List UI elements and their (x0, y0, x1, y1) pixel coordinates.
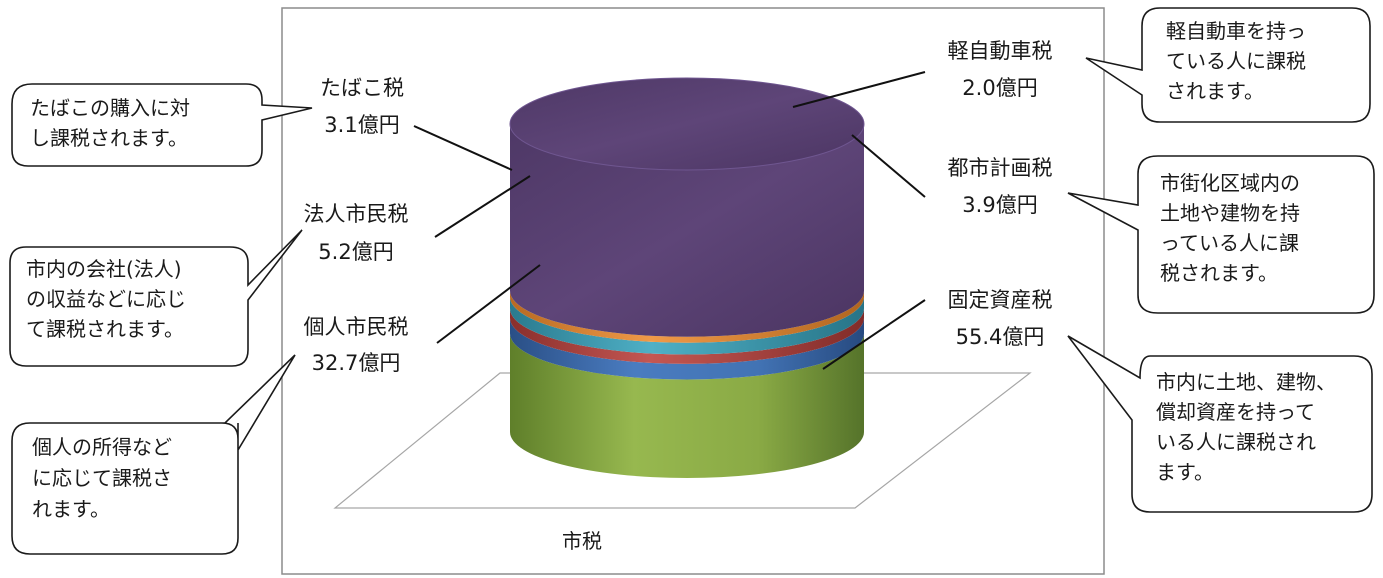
callout-text-fixed-asset: 市内に土地、建物、 償却資産を持って いる人に課税され ます。 (1156, 370, 1342, 484)
data-label-light-vehicle: 2.0億円 (962, 76, 1037, 100)
data-label-fixed-asset: 55.4億円 (956, 325, 1045, 349)
cylinder-segment-city-planning (510, 296, 864, 355)
leader-line-corporate (434, 175, 531, 238)
series-name-fixed-asset: 固定資産税 (948, 288, 1053, 312)
callout-text-tobacco: たばこの購入に対 し課税されます。 (30, 96, 196, 150)
callout-text-individual: 個人の所得など に応じて課税さ れます。 (32, 435, 178, 521)
callouts (9, 7, 1375, 555)
leader-line-tobacco (413, 125, 513, 171)
cylinder-top-lid (509, 77, 865, 171)
series-name-light-vehicle: 軽自動車税 (948, 39, 1053, 63)
leader-line-city-planning (851, 134, 926, 198)
stacked-cylinder (509, 77, 865, 478)
callout-bubble-light-vehicle (1085, 7, 1371, 123)
data-label-individual: 32.7億円 (312, 351, 401, 375)
callout-bubble-city-planning (1067, 155, 1375, 314)
callout-text-city-planning: 市街化区域内の 土地や建物を持 っている人に課 税されます。 (1160, 171, 1306, 285)
callout-bubble-corporate (9, 229, 303, 367)
cylinder-segment-individual (510, 333, 864, 478)
cylinder-segment-fixed-asset (510, 124, 864, 337)
data-label-tobacco: 3.1億円 (324, 113, 399, 137)
series-name-corporate: 法人市民税 (304, 202, 409, 226)
cylinder-segment-tobacco (510, 308, 864, 364)
leader-line-light-vehicle (792, 71, 926, 108)
data-label-city-planning: 3.9億円 (962, 193, 1037, 217)
series-name-city-planning: 都市計画税 (948, 156, 1053, 180)
callout-text-light-vehicle: 軽自動車を持っ ている人に課税 されます。 (1166, 19, 1312, 103)
series-name-individual: 個人市民税 (304, 315, 409, 339)
leader-line-individual (436, 264, 541, 344)
callout-text-corporate: 市内の会社(法人) の収益などに応じ て課税されます。 (26, 257, 192, 341)
series-name-tobacco: たばこ税 (320, 76, 404, 100)
callout-bubble-fixed-asset (1067, 335, 1373, 513)
cylinder-segment-corporate (510, 317, 864, 380)
callout-bubble-individual (11, 354, 296, 555)
data-label-corporate: 5.2億円 (318, 240, 393, 264)
leader-lines (413, 71, 926, 370)
category-label: 市税 (562, 529, 602, 553)
callout-bubble-tobacco (11, 83, 313, 167)
leader-line-fixed-asset (822, 299, 926, 370)
